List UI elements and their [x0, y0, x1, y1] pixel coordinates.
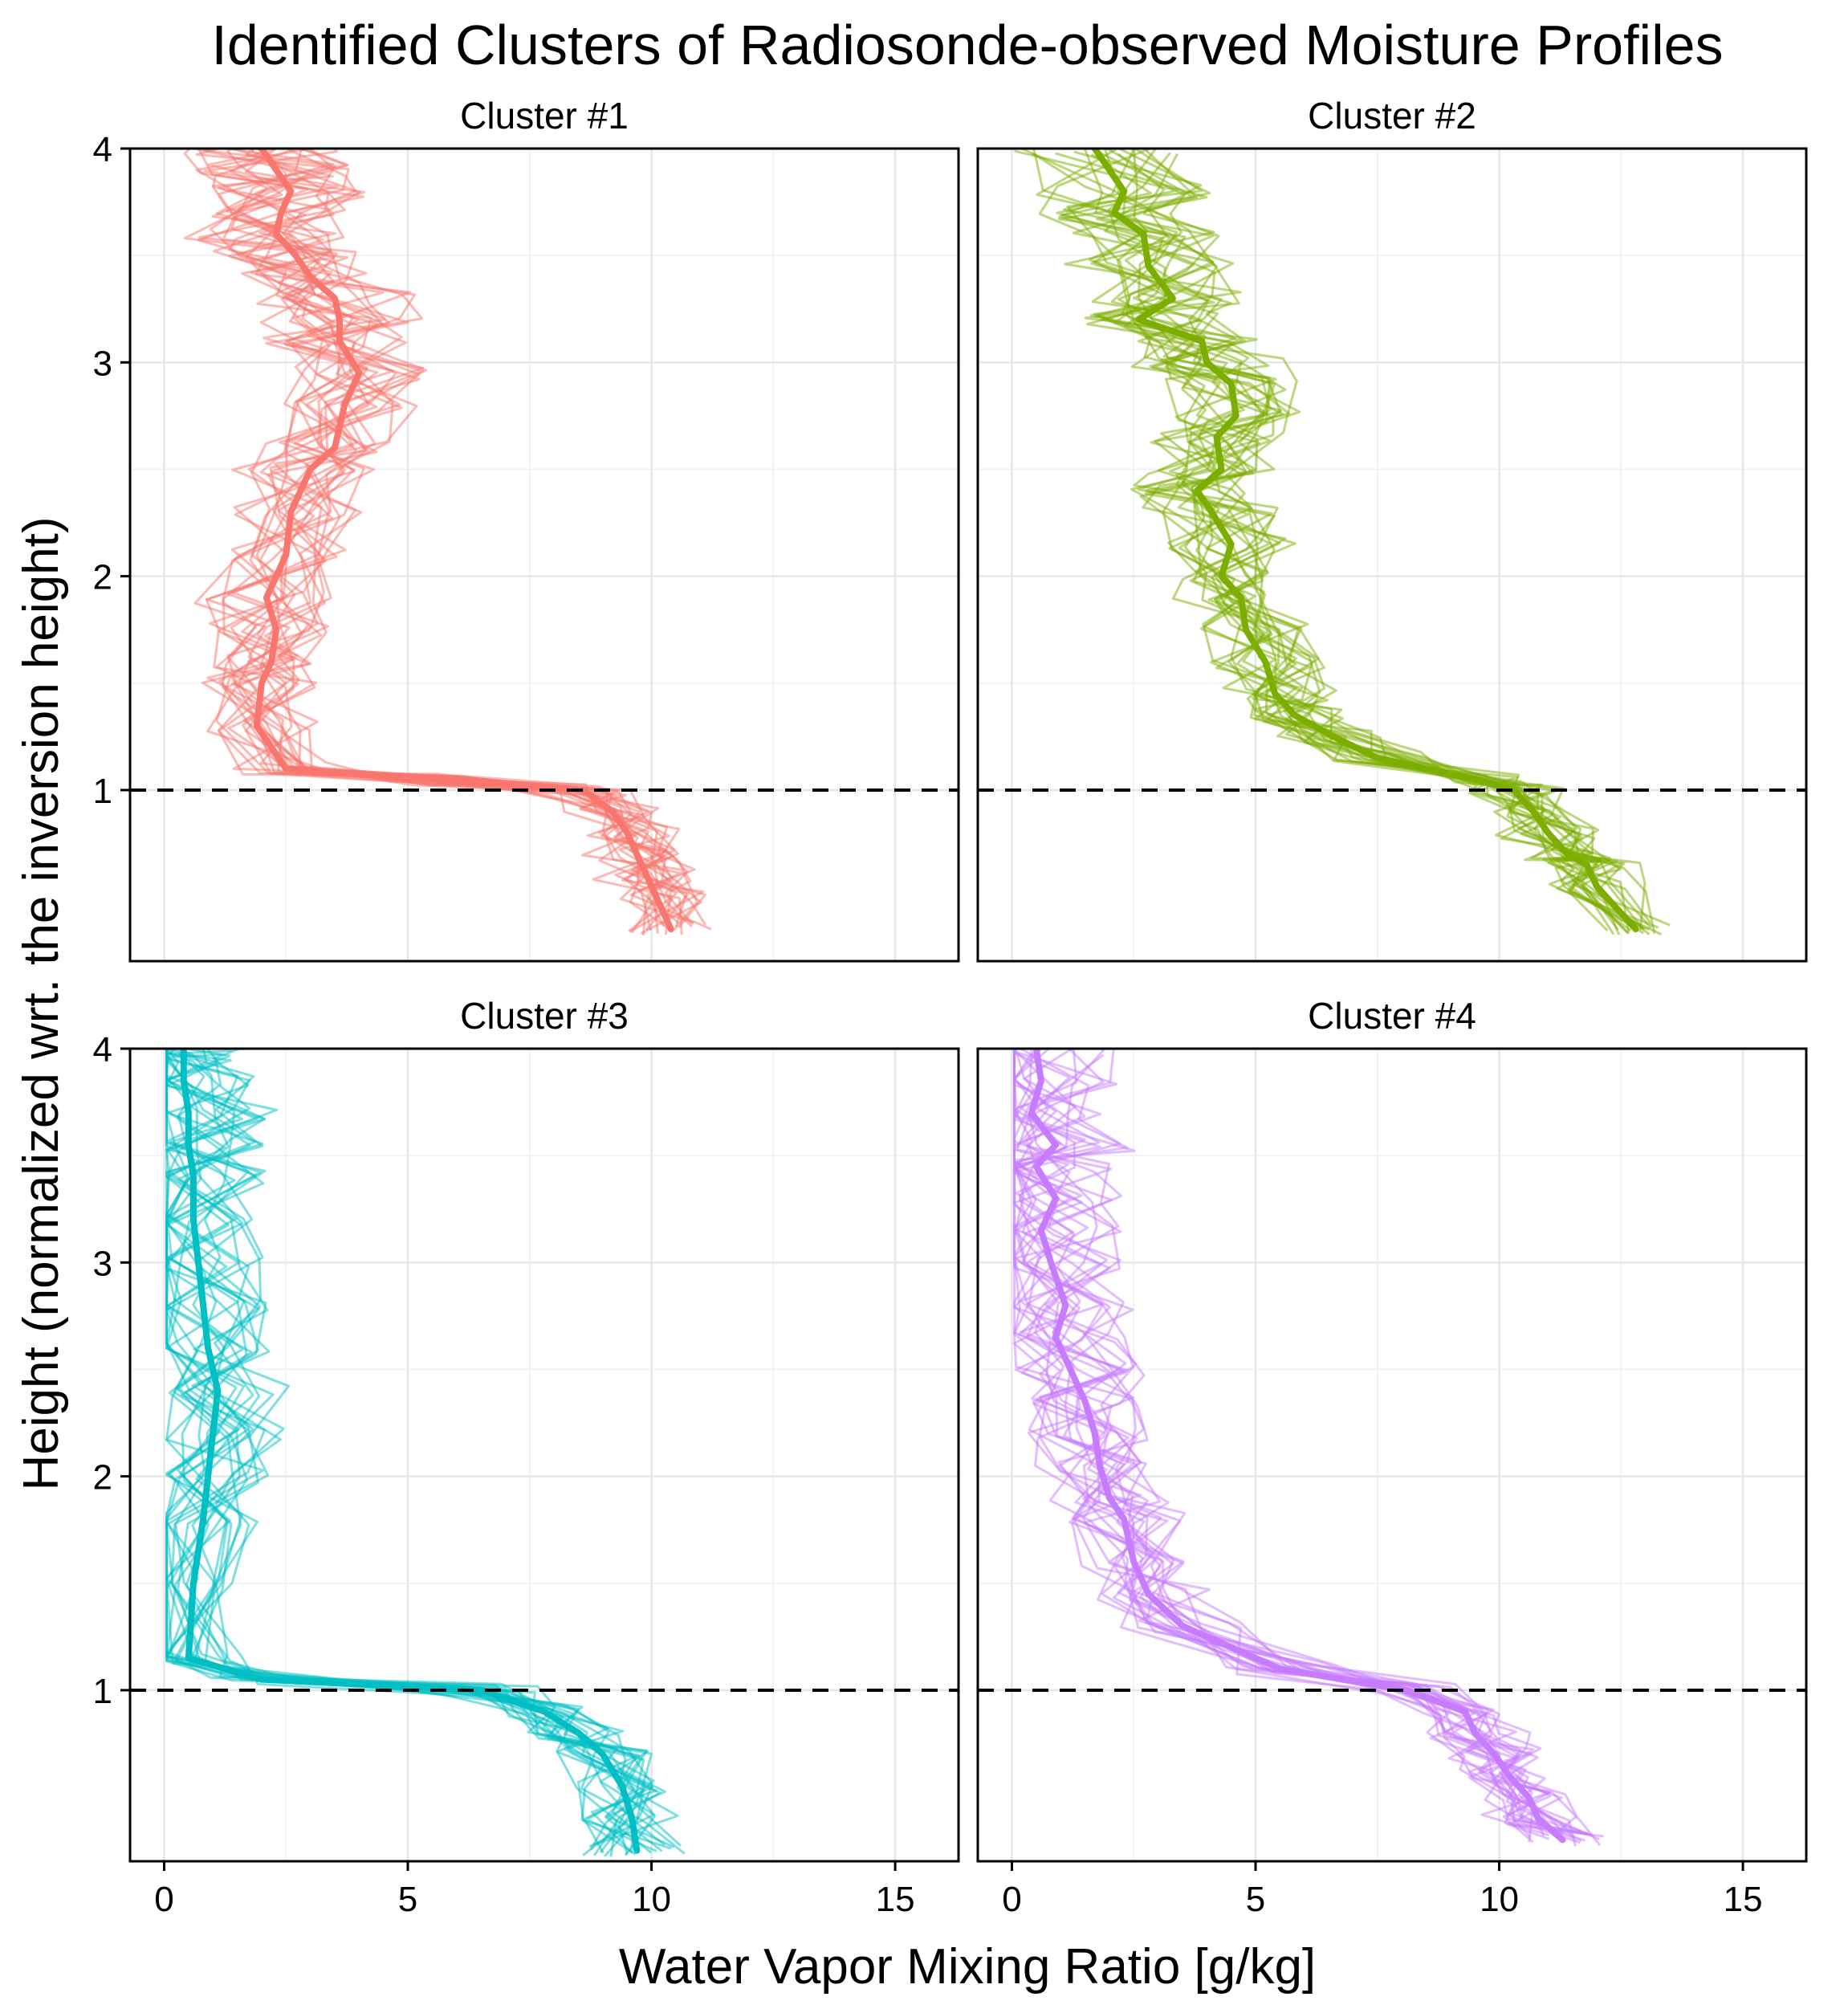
- x-tick-label: 0: [154, 1880, 173, 1919]
- individual-profile: [165, 1049, 657, 1854]
- individual-profile: [1036, 149, 1656, 935]
- x-tick-label: 15: [1724, 1880, 1763, 1919]
- panel-series-2: [1014, 149, 1671, 935]
- panel-1: 1 2 3 4: [93, 130, 960, 963]
- x-tick-label: 10: [632, 1880, 671, 1919]
- individual-profile: [203, 149, 670, 930]
- y-tick-label: 2: [93, 558, 112, 597]
- individual-profile: [165, 1049, 663, 1852]
- panel-3: 1 2 3 4 0 5 10 15: [93, 1030, 960, 1919]
- x-tick-label: 10: [1480, 1880, 1519, 1919]
- plot-layer: 1 2 3 4 1 2 3 4 0 5 10 15 0 5 10 15: [93, 130, 1808, 1919]
- individual-profile: [1095, 149, 1634, 926]
- individual-profile: [193, 149, 667, 935]
- individual-profile: [165, 1049, 643, 1856]
- individual-profile: [1013, 1051, 1578, 1837]
- panel-title-3: Cluster #3: [460, 995, 629, 1037]
- mean-profile-line: [253, 149, 674, 933]
- panel-2: [976, 147, 1808, 963]
- panel-series-4: [1013, 1049, 1604, 1847]
- x-tick-label: 0: [1002, 1880, 1021, 1919]
- panel-border: [976, 147, 1808, 963]
- individual-profile: [165, 1049, 644, 1853]
- individual-profile: [202, 149, 698, 931]
- individual-profile: [206, 149, 707, 926]
- individual-profile: [183, 149, 690, 925]
- x-tick-label: 15: [876, 1880, 915, 1919]
- mean-profile-line: [1028, 1049, 1566, 1844]
- panel-title-4: Cluster #4: [1308, 995, 1476, 1037]
- individual-profile: [197, 149, 702, 935]
- y-axis-label: Height (normalized wrt. the inversion he…: [14, 517, 69, 1491]
- y-tick-label: 4: [93, 1030, 112, 1070]
- individual-profile: [1025, 1049, 1589, 1836]
- individual-profile: [1107, 152, 1659, 929]
- chart-title: Identified Clusters of Radiosonde-observ…: [211, 14, 1723, 76]
- panel-title-2: Cluster #2: [1308, 95, 1476, 137]
- panel-border: [128, 1047, 960, 1863]
- individual-profile: [1013, 1051, 1590, 1836]
- individual-profile: [1032, 152, 1609, 931]
- panel-series-3: [165, 1049, 686, 1857]
- x-tick-label: 5: [1246, 1880, 1265, 1919]
- individual-profile: [1013, 1049, 1589, 1836]
- mean-profile-line: [1091, 149, 1639, 933]
- mean-profile-line: [180, 1049, 641, 1854]
- panel-border: [128, 147, 960, 963]
- individual-profile: [165, 1049, 618, 1857]
- y-tick-label: 4: [93, 130, 112, 169]
- y-tick-label: 1: [93, 1672, 112, 1711]
- individual-profile: [230, 149, 696, 924]
- y-tick-label: 2: [93, 1458, 112, 1498]
- y-tick-label: 1: [93, 772, 112, 811]
- panel-title-1: Cluster #1: [460, 95, 629, 137]
- individual-profile: [211, 149, 694, 925]
- panel-border: [976, 1047, 1808, 1863]
- individual-profile: [1083, 149, 1629, 934]
- individual-profile: [165, 1049, 675, 1848]
- y-tick-label: 3: [93, 1244, 112, 1283]
- individual-profile: [165, 1052, 657, 1856]
- individual-profile: [165, 1051, 666, 1846]
- panel-series-1: [183, 149, 712, 935]
- individual-profile: [165, 1053, 672, 1850]
- individual-profile: [1032, 149, 1630, 935]
- y-tick-label: 3: [93, 344, 112, 383]
- x-tick-label: 5: [398, 1880, 417, 1919]
- individual-profile: [165, 1052, 686, 1855]
- individual-profile: [165, 1049, 679, 1848]
- panel-4: 0 5 10 15: [976, 1047, 1808, 1919]
- x-axis-label: Water Vapor Mixing Ratio [g/kg]: [619, 1939, 1316, 1995]
